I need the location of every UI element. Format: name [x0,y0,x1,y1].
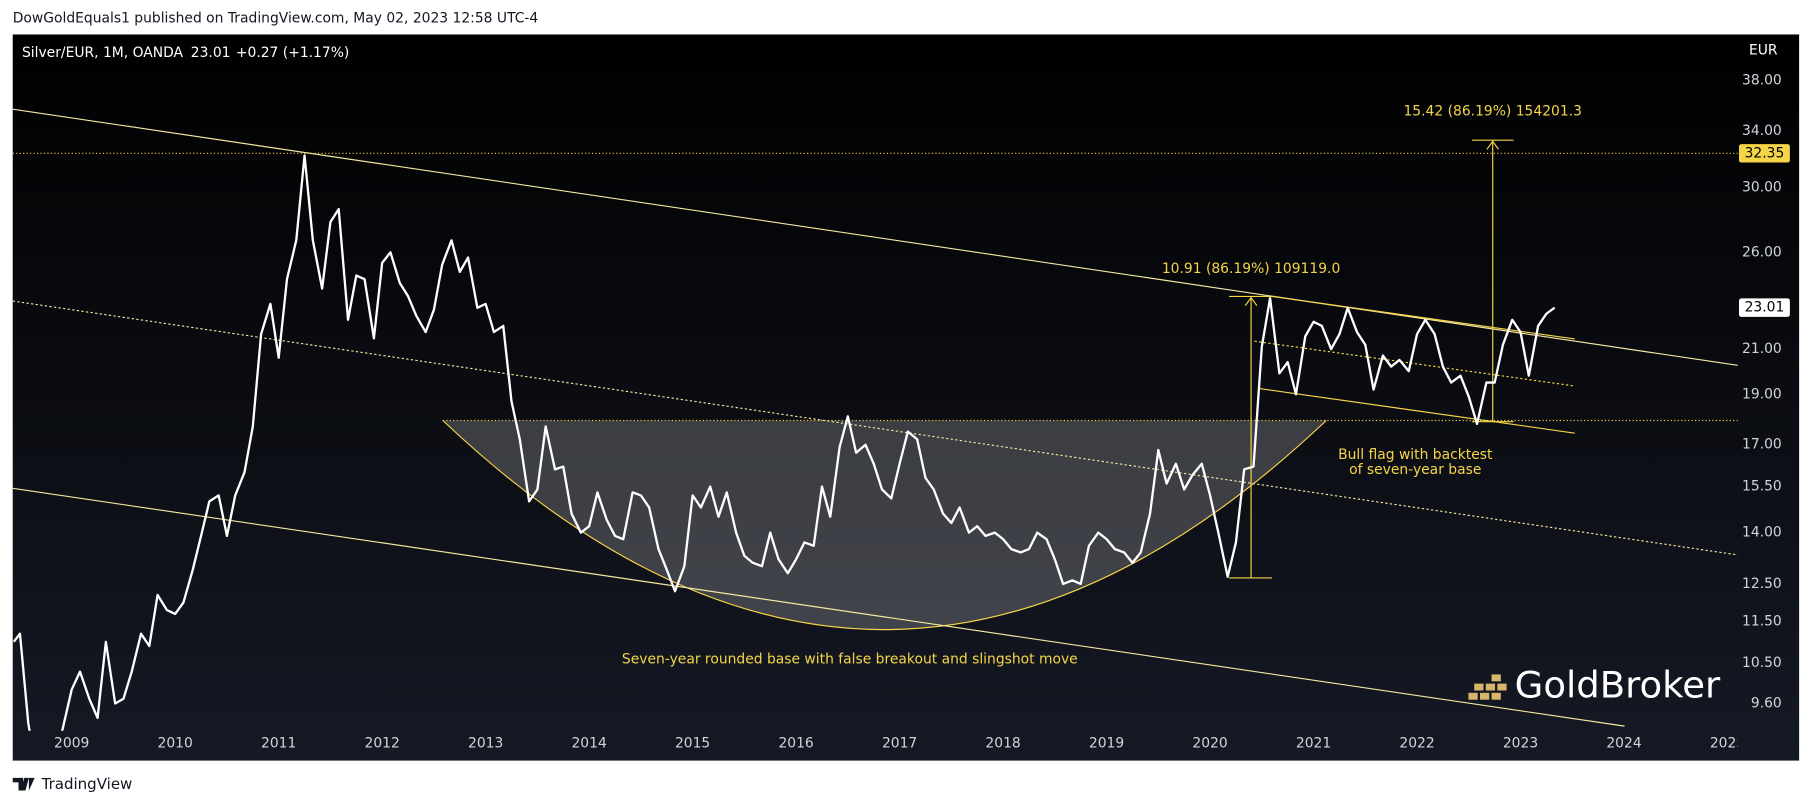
base-curve [442,420,1327,631]
channel-lower [12,487,1625,727]
x-tick-label: 2024 [1606,735,1642,751]
last-price: 23.01 [191,45,231,61]
x-tick-label: 2012 [365,735,400,751]
x-tick-label: 2014 [571,735,607,751]
annotation: Bull flag with backtest [1338,447,1493,463]
x-tick-label: 2013 [468,735,503,751]
x-axis: 2009 2010 2011 2012 2013 2014 2015 2016 2017 2018… [54,735,1745,751]
y-tick-label: 21.00 [1742,341,1782,357]
x-tick-label: 2015 [675,735,710,751]
y-tick-label: 30.00 [1742,180,1782,196]
channel-upper [12,108,1738,366]
y-tick-label: 26.00 [1742,244,1782,260]
watermark-text: GoldBroker [1515,664,1721,707]
publisher-line: DowGoldEquals1 published on TradingView.… [13,10,539,26]
tradingview-logo [12,777,35,791]
annotation: of seven-year base [1349,462,1481,478]
x-tick-label: 2011 [261,735,296,751]
price-label: 23.01 [1745,300,1785,316]
footer-text: TradingView [41,775,133,793]
price-label-box [1739,298,1790,317]
y-tick-label: 19.00 [1742,386,1782,402]
x-tick-label: 2023 [1503,735,1538,751]
y-tick-label: 11.50 [1742,614,1782,630]
y-tick-label: 14.00 [1742,525,1782,541]
chart-background [12,34,1800,761]
x-tick-label: 2020 [1192,735,1227,751]
y-tick-label: 34.00 [1742,123,1782,139]
y-tick-label: 10.50 [1742,655,1782,671]
price-label-box [1739,144,1790,163]
y-tick-label: 15.50 [1742,479,1782,495]
drawings [12,108,1738,727]
price-change: +0.27 (+1.17%) [236,45,349,61]
footer: TradingView [12,775,133,793]
x-tick-label: 2021 [1296,735,1331,751]
x-tick-label: 2022 [1399,735,1434,751]
price-label: 32.35 [1745,145,1785,161]
x-tick-label: 2016 [778,735,813,751]
x-tick-label: 2018 [985,735,1020,751]
flag-upper [1271,295,1575,340]
chart-title: Silver/EUR, 1M, OANDA [22,45,184,61]
annotation: Seven-year rounded base with false break… [622,652,1078,668]
y-tick-label: 17.00 [1742,437,1782,453]
measure-2 [1471,139,1514,423]
y-tick-label: 12.50 [1742,576,1782,592]
flag-lower [1257,387,1575,434]
plot-area [12,152,1738,731]
x-tick-label: 2025 [1710,735,1745,751]
y-unit: EUR [1749,43,1778,59]
measure-1 [1229,295,1272,579]
flag-middle [1254,340,1575,387]
gold-bars-icon [1468,674,1507,700]
annotation: 15.42 (86.19%) 154201.3 [1403,103,1581,119]
x-tick-label: 2019 [1089,735,1124,751]
x-tick-label: 2010 [158,735,193,751]
watermark: GoldBroker [1468,664,1721,707]
price-line [12,154,1556,731]
y-tick-label: 9.60 [1751,696,1782,712]
annotation: 10.91 (86.19%) 109119.0 [1162,261,1340,277]
x-tick-label: 2009 [54,735,89,751]
x-tick-label: 2017 [882,735,917,751]
channel-middle [12,300,1738,556]
y-tick-label: 38.00 [1742,72,1782,88]
